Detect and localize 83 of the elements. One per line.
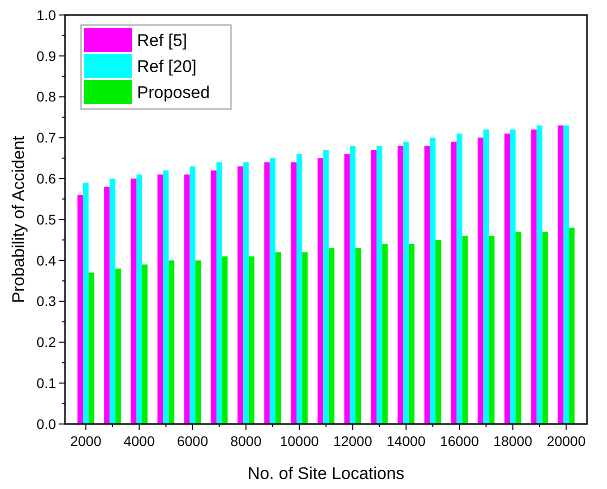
bar bbox=[248, 256, 254, 424]
bar bbox=[350, 146, 356, 424]
bar bbox=[478, 138, 484, 424]
bar bbox=[483, 130, 489, 424]
x-tick-label: 8000 bbox=[230, 433, 262, 449]
bar bbox=[436, 240, 442, 424]
bar bbox=[430, 138, 436, 424]
bar bbox=[270, 158, 276, 424]
bar bbox=[264, 162, 270, 424]
x-tick-label: 14000 bbox=[386, 433, 426, 449]
y-tick-label: 1.0 bbox=[36, 6, 56, 23]
text: 0.0 bbox=[36, 416, 56, 432]
bar bbox=[210, 170, 216, 424]
bar bbox=[370, 150, 377, 424]
bar bbox=[408, 244, 414, 424]
bar bbox=[323, 150, 329, 424]
y-tick-label: 0.5 bbox=[36, 211, 56, 228]
x-tick-label: 10000 bbox=[280, 433, 319, 449]
bar bbox=[216, 162, 222, 424]
bar bbox=[136, 174, 142, 424]
legend-label: Proposed bbox=[137, 82, 210, 102]
bar bbox=[290, 162, 297, 424]
bar bbox=[355, 248, 362, 424]
bar bbox=[195, 260, 201, 424]
bar bbox=[568, 228, 575, 424]
bar bbox=[243, 162, 249, 424]
y-tick-label: 0.8 bbox=[36, 88, 56, 105]
bar bbox=[190, 166, 196, 424]
y-tick-label: 0.1 bbox=[36, 375, 56, 391]
legend-label: Ref [20] bbox=[137, 56, 197, 76]
x-tick-label: 4000 bbox=[124, 433, 155, 449]
y-axis-title: Probability of Accident bbox=[9, 136, 28, 304]
x-tick-label: 2000 bbox=[70, 433, 102, 449]
bar bbox=[328, 248, 334, 424]
x-tick-label: 20000 bbox=[546, 433, 586, 449]
bar bbox=[184, 174, 190, 424]
bar bbox=[83, 182, 89, 424]
bar bbox=[275, 252, 282, 424]
bar bbox=[318, 158, 324, 424]
y-tick-label: 0.7 bbox=[36, 130, 56, 146]
bar bbox=[462, 236, 468, 424]
bar bbox=[510, 130, 516, 424]
bar bbox=[516, 232, 522, 424]
bar bbox=[456, 134, 462, 424]
bar bbox=[563, 125, 569, 424]
bar bbox=[88, 272, 94, 424]
bar bbox=[344, 154, 350, 424]
bar bbox=[382, 244, 388, 424]
bar bbox=[77, 194, 84, 424]
bar bbox=[558, 125, 564, 424]
bar bbox=[488, 236, 495, 424]
x-tick-label: 6000 bbox=[176, 433, 208, 449]
legend-label: Ref [5] bbox=[137, 30, 188, 50]
bar bbox=[163, 170, 169, 424]
x-tick-label: 16000 bbox=[440, 433, 480, 449]
bar bbox=[104, 186, 110, 424]
bar bbox=[142, 264, 148, 424]
x-axis-title: No. of Site Locations bbox=[248, 464, 404, 483]
y-tick-label: 0.2 bbox=[36, 334, 56, 350]
bar bbox=[130, 178, 136, 424]
bar bbox=[398, 146, 404, 424]
bar bbox=[403, 142, 409, 424]
bar bbox=[115, 268, 121, 424]
bar bbox=[222, 256, 228, 424]
y-tick-label: 0.3 bbox=[36, 293, 56, 310]
y-tick-label: 0.4 bbox=[36, 252, 56, 268]
bar bbox=[536, 125, 542, 424]
bar bbox=[451, 142, 457, 424]
bar bbox=[542, 232, 548, 424]
x-tick-label: 18000 bbox=[493, 433, 532, 449]
bar bbox=[238, 166, 244, 424]
bar bbox=[531, 130, 537, 424]
bar bbox=[110, 178, 116, 424]
y-tick-label: 0.9 bbox=[36, 48, 56, 64]
x-tick-label: 12000 bbox=[333, 433, 372, 449]
bar bbox=[504, 134, 510, 424]
bar bbox=[157, 174, 164, 424]
bar bbox=[168, 260, 174, 424]
bar bbox=[424, 146, 430, 424]
bar bbox=[302, 252, 308, 424]
bar bbox=[376, 146, 382, 424]
bar bbox=[296, 154, 302, 424]
y-tick-label: 0.6 bbox=[36, 170, 56, 186]
